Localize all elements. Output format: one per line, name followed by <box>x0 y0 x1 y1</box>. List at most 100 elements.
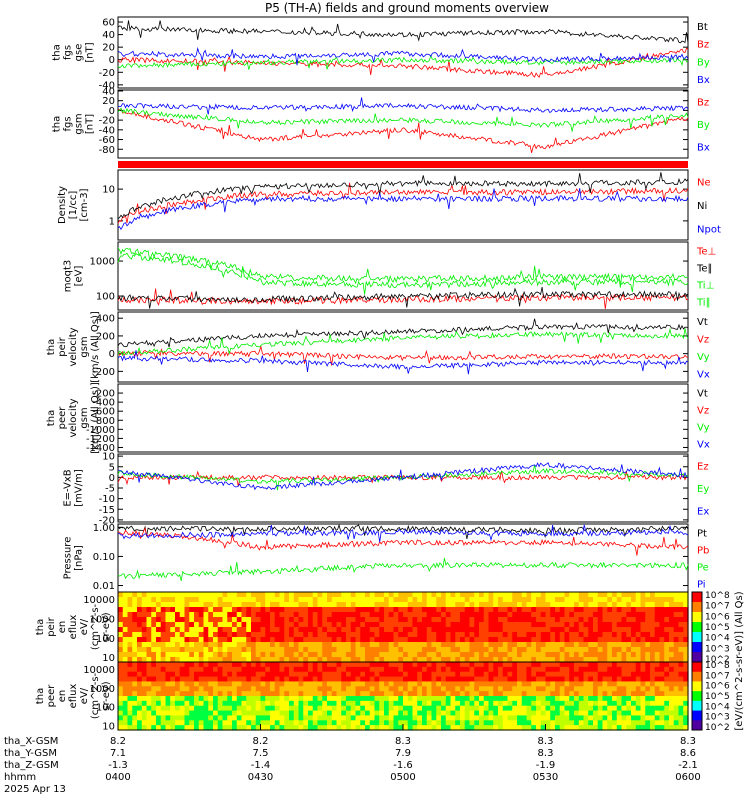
spectrogram-cell <box>417 642 423 648</box>
spectrogram-cell <box>417 622 423 628</box>
spectrogram-cell <box>654 652 661 658</box>
spectrogram-cell <box>141 676 148 683</box>
spectrogram-cell <box>493 676 499 683</box>
spectrogram-cell <box>540 686 547 692</box>
spectrogram-cell <box>322 676 328 683</box>
spectrogram-cell <box>550 696 556 702</box>
spectrogram-cell <box>488 652 494 658</box>
spectrogram-cell <box>574 696 580 702</box>
spectrogram-cell <box>578 700 585 707</box>
spectrogram-cell <box>436 715 442 721</box>
spectrogram-cell <box>369 647 376 653</box>
spectrogram-cell <box>517 652 523 658</box>
spectrogram-cell <box>246 720 252 726</box>
spectrogram-cell <box>374 676 380 683</box>
spectrogram-cell <box>621 686 627 692</box>
spectrogram-cell <box>621 705 627 712</box>
spectrogram-cell <box>621 607 627 613</box>
spectrogram-cell <box>564 592 570 598</box>
spectrogram-cell <box>422 602 428 608</box>
spectrogram-cell <box>369 592 376 598</box>
spectrogram-cell <box>341 607 347 613</box>
spectrogram-cell <box>483 612 490 618</box>
spectrogram-cell <box>512 676 518 683</box>
spectrogram-cell <box>255 681 262 687</box>
spectrogram-cell <box>350 592 357 598</box>
spectrogram-cell <box>175 652 181 658</box>
spectrogram-cell <box>569 617 575 623</box>
spectrogram-cell <box>578 720 585 726</box>
spectrogram-cell <box>597 676 604 683</box>
spectrogram-cell <box>612 725 618 731</box>
spectrogram-cell <box>236 622 243 628</box>
spectrogram-cell <box>469 705 475 712</box>
spectrogram-cell <box>341 602 347 608</box>
spectrogram-cell <box>198 597 205 603</box>
spectrogram-cell <box>602 647 608 653</box>
spectrogram-cell <box>578 696 585 702</box>
spectrogram-cell <box>293 691 300 697</box>
panel-fgs-gse-ylabel-line: fgs <box>63 45 74 60</box>
spectrogram-cell <box>502 705 509 712</box>
x-col-x: 8.2 <box>253 736 269 747</box>
spectrogram-cell <box>441 642 447 648</box>
spectrogram-cell <box>379 720 385 726</box>
spectrogram-cell <box>184 637 190 643</box>
spectrogram-cell <box>574 627 580 633</box>
spectrogram-cell <box>536 710 542 717</box>
spectrogram-cell <box>208 720 214 726</box>
panel-fgs-gse-tick: 20 <box>102 43 115 54</box>
spectrogram-cell <box>593 681 599 687</box>
spectrogram-cell <box>127 725 133 731</box>
spectrogram-cell <box>578 691 585 697</box>
spectrogram-cell <box>265 657 271 663</box>
spectrogram-cell <box>203 652 209 658</box>
spectrogram-cell <box>531 671 537 678</box>
spectrogram-cell <box>179 666 186 673</box>
spectrogram-cell <box>683 715 689 721</box>
spectrogram-cell <box>597 642 604 648</box>
spectrogram-cell <box>583 725 589 731</box>
spectrogram-cell <box>327 710 333 717</box>
spectrogram-cell <box>460 622 466 628</box>
colorbar-tick: 10^7 <box>705 602 730 612</box>
spectrogram-cell <box>445 696 452 702</box>
spectrogram-cell <box>331 612 338 618</box>
spectrogram-cell <box>122 705 129 712</box>
spectrogram-cell <box>308 607 314 613</box>
spectrogram-cell <box>564 662 570 668</box>
spectrogram-cell <box>146 602 152 608</box>
spectrogram-cell <box>393 681 399 687</box>
spectrogram-cell <box>422 592 428 598</box>
spectrogram-cell <box>540 652 547 658</box>
spectrogram-cell <box>160 686 167 692</box>
spectrogram-cell <box>355 627 361 633</box>
spectrogram-cell <box>526 691 532 697</box>
spectrogram-cell <box>170 612 176 618</box>
spectrogram-cell <box>293 592 300 598</box>
spectrogram-cell <box>118 696 124 702</box>
spectrogram-cell <box>118 637 124 643</box>
spectrogram-cell <box>683 725 689 731</box>
spectrogram-cell <box>194 676 200 683</box>
spectrogram-cell <box>289 597 295 603</box>
spectrogram-cell <box>531 627 537 633</box>
spectrogram-cell <box>574 676 580 683</box>
panel-fgs-gsm-tick: -20 <box>99 116 115 127</box>
spectrogram-cell <box>445 607 452 613</box>
spectrogram-cell <box>673 597 680 603</box>
spectrogram-cell <box>569 642 575 648</box>
spectrogram-cell <box>331 725 338 731</box>
spectrogram-cell <box>645 607 651 613</box>
spectrogram-cell <box>146 686 152 692</box>
spectrogram-cell <box>574 671 580 678</box>
spectrogram-cell <box>450 662 456 668</box>
spectrogram-cell <box>236 597 243 603</box>
spectrogram-cell <box>374 681 380 687</box>
spectrogram-cell <box>669 612 675 618</box>
spectrogram-cell <box>189 627 195 633</box>
spectrogram-cell <box>374 592 380 598</box>
spectrogram-cell <box>203 597 209 603</box>
spectrogram-cell <box>445 602 452 608</box>
spectrogram-cell <box>241 597 247 603</box>
